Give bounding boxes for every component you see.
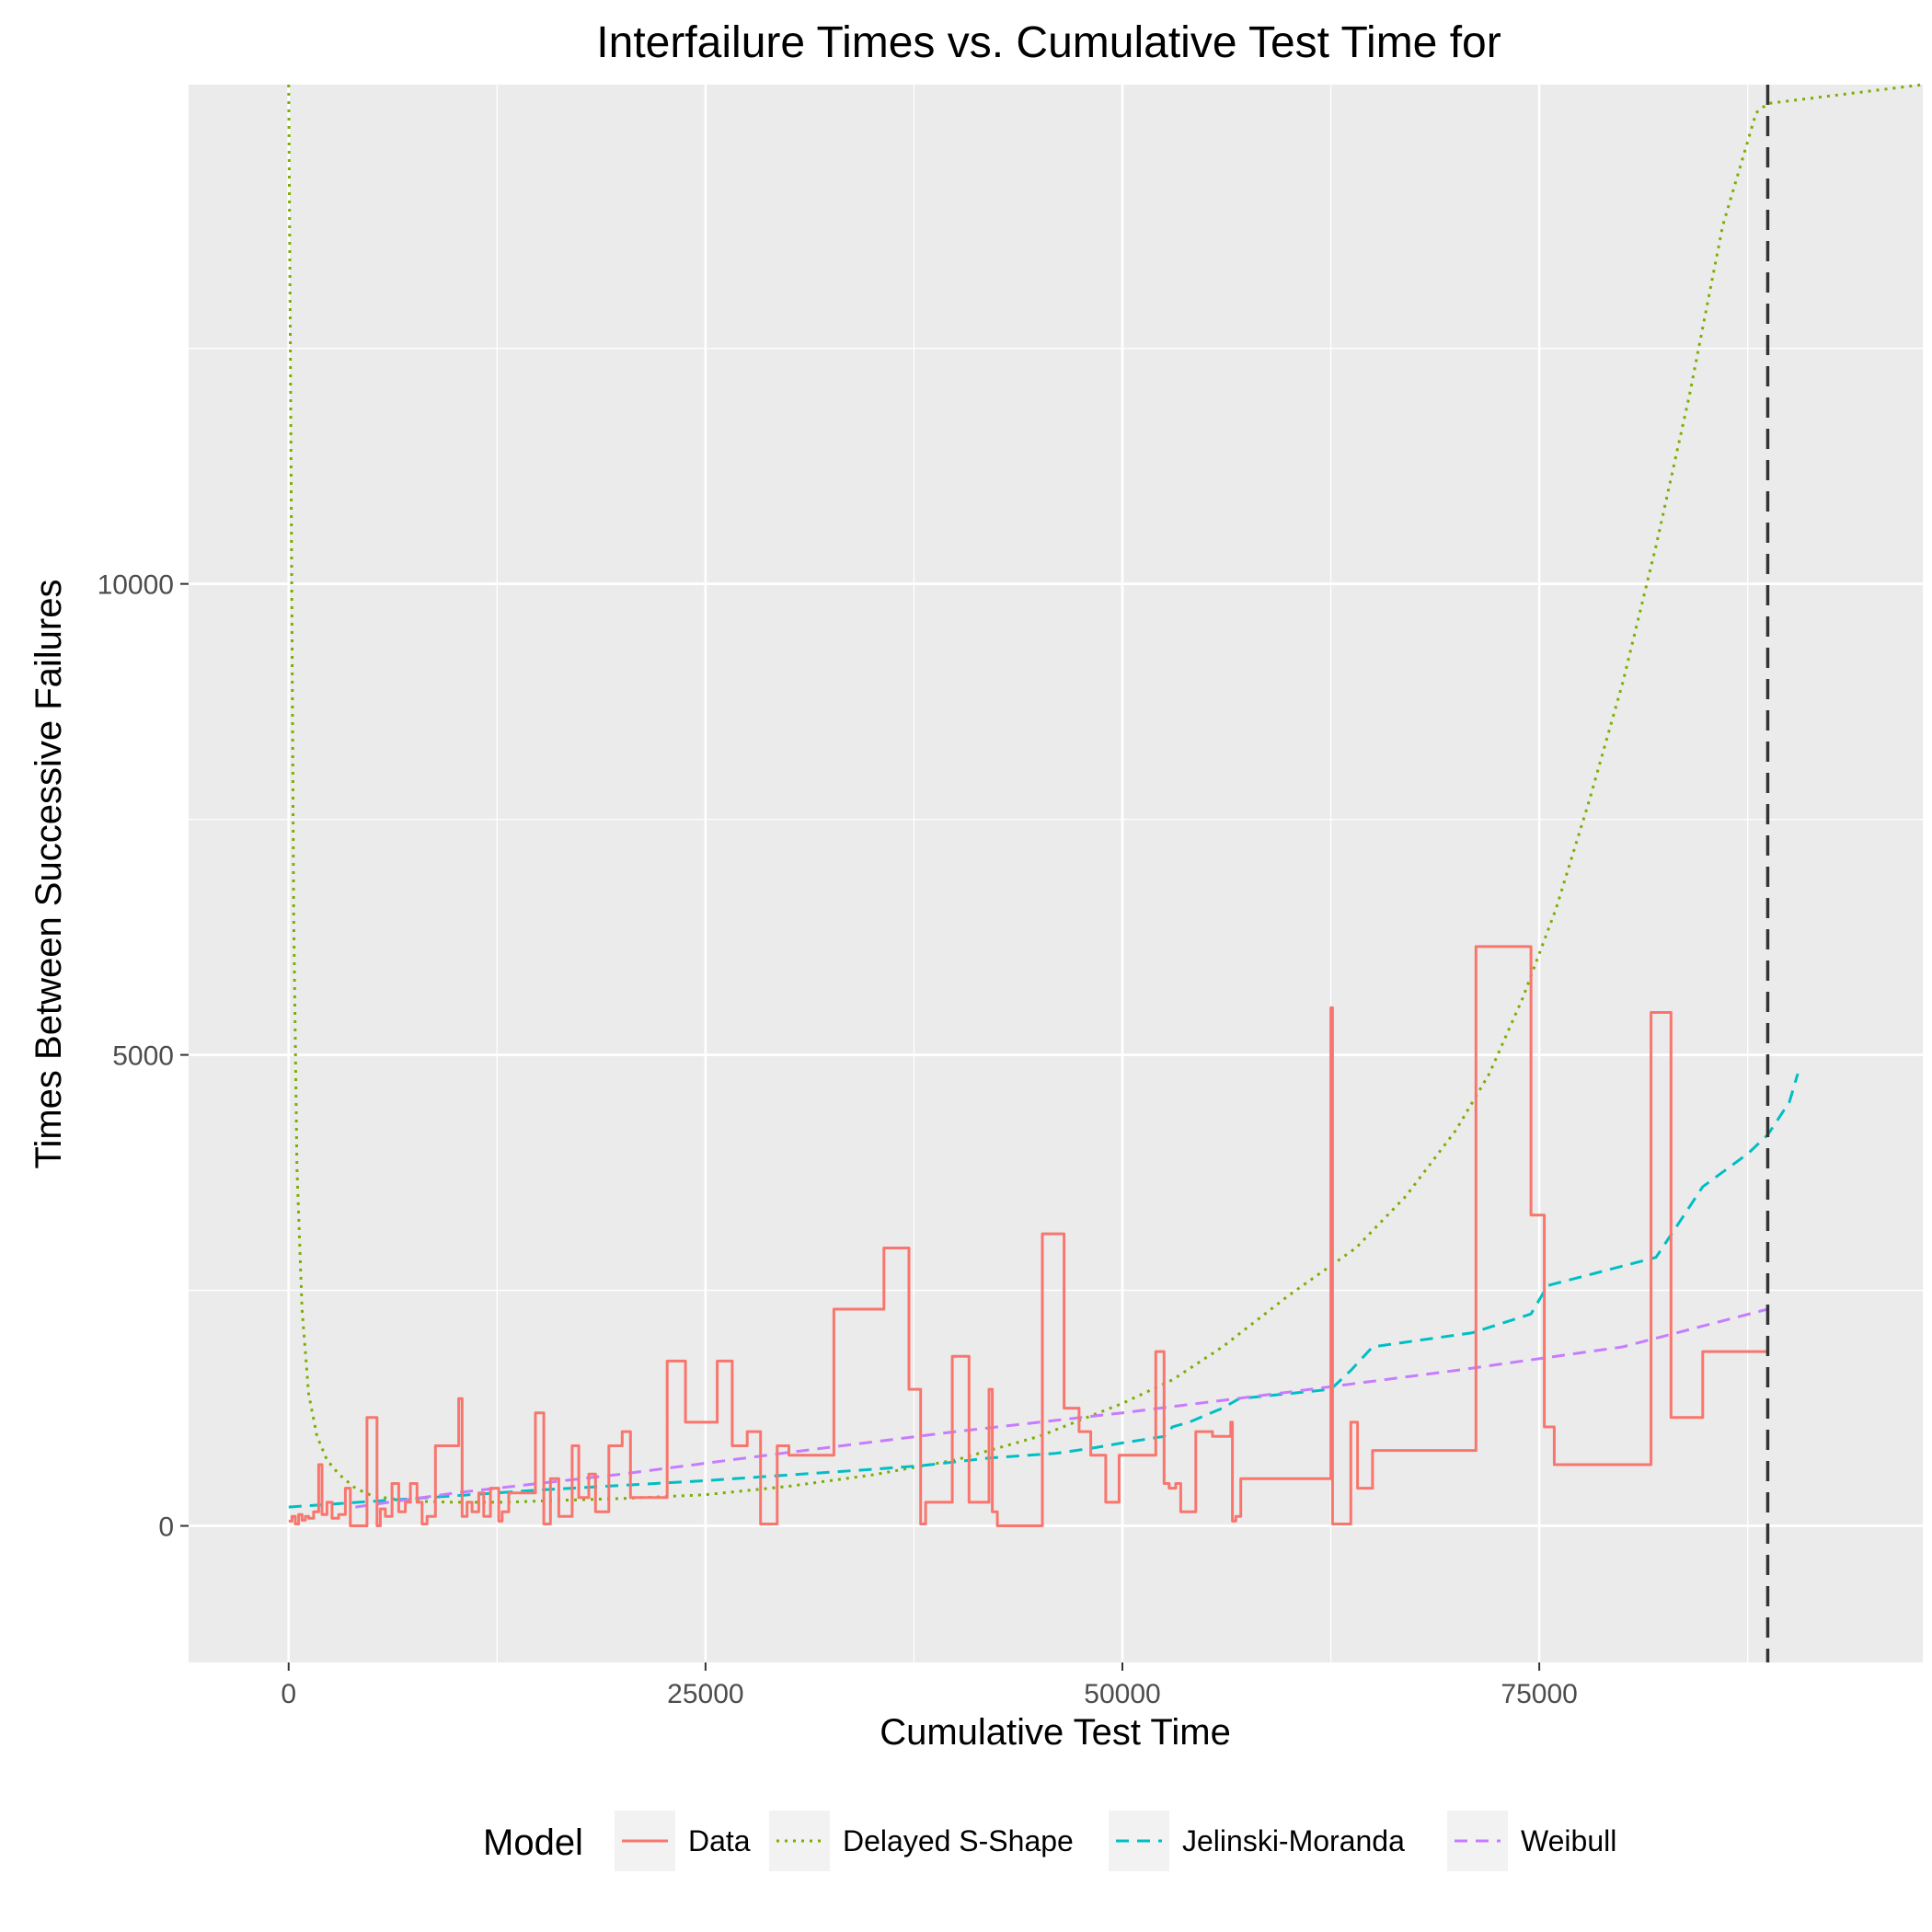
legend-label-weibull: Weibull — [1521, 1824, 1616, 1857]
series-line-weibull — [355, 1307, 1768, 1509]
legend: Model Data Delayed S-Shape Jelinski-Morand… — [483, 1811, 1616, 1871]
chart-title: Interfailure Times vs. Cumulative Test T… — [596, 18, 1501, 67]
legend-label-jelinski-moranda: Jelinski-Moranda — [1182, 1824, 1405, 1857]
x-tick-label-2: 50000 — [1084, 1679, 1160, 1709]
grid-minor — [189, 85, 1923, 1662]
x-axis: 0 25000 50000 75000 — [281, 1662, 1578, 1709]
series-line-data — [288, 945, 1768, 1527]
x-tick-label-3: 75000 — [1501, 1679, 1577, 1709]
y-tick-label-0: 0 — [158, 1512, 174, 1543]
series-layer — [287, 83, 1924, 1527]
series-line-delayed-s-shape — [287, 83, 1924, 1504]
x-tick-label-0: 0 — [281, 1679, 296, 1709]
x-tick-label-1: 25000 — [667, 1679, 743, 1709]
y-tick-label-2: 10000 — [98, 570, 174, 601]
legend-items: Data Delayed S-Shape Jelinski-Moranda Weibu… — [615, 1811, 1616, 1871]
y-tick-label-1: 5000 — [112, 1041, 174, 1072]
series-line-jelinski-moranda — [288, 1073, 1800, 1509]
legend-title: Model — [483, 1823, 583, 1863]
y-axis: 0 5000 10000 — [98, 570, 189, 1543]
x-axis-title: Cumulative Test Time — [880, 1712, 1231, 1753]
plot-panel — [189, 85, 1923, 1662]
y-axis-title: Times Between Successive Failures — [29, 580, 69, 1169]
legend-label-data: Data — [688, 1824, 751, 1857]
legend-label-delayed-s-shape: Delayed S-Shape — [843, 1824, 1074, 1857]
grid-major — [189, 85, 1923, 1662]
